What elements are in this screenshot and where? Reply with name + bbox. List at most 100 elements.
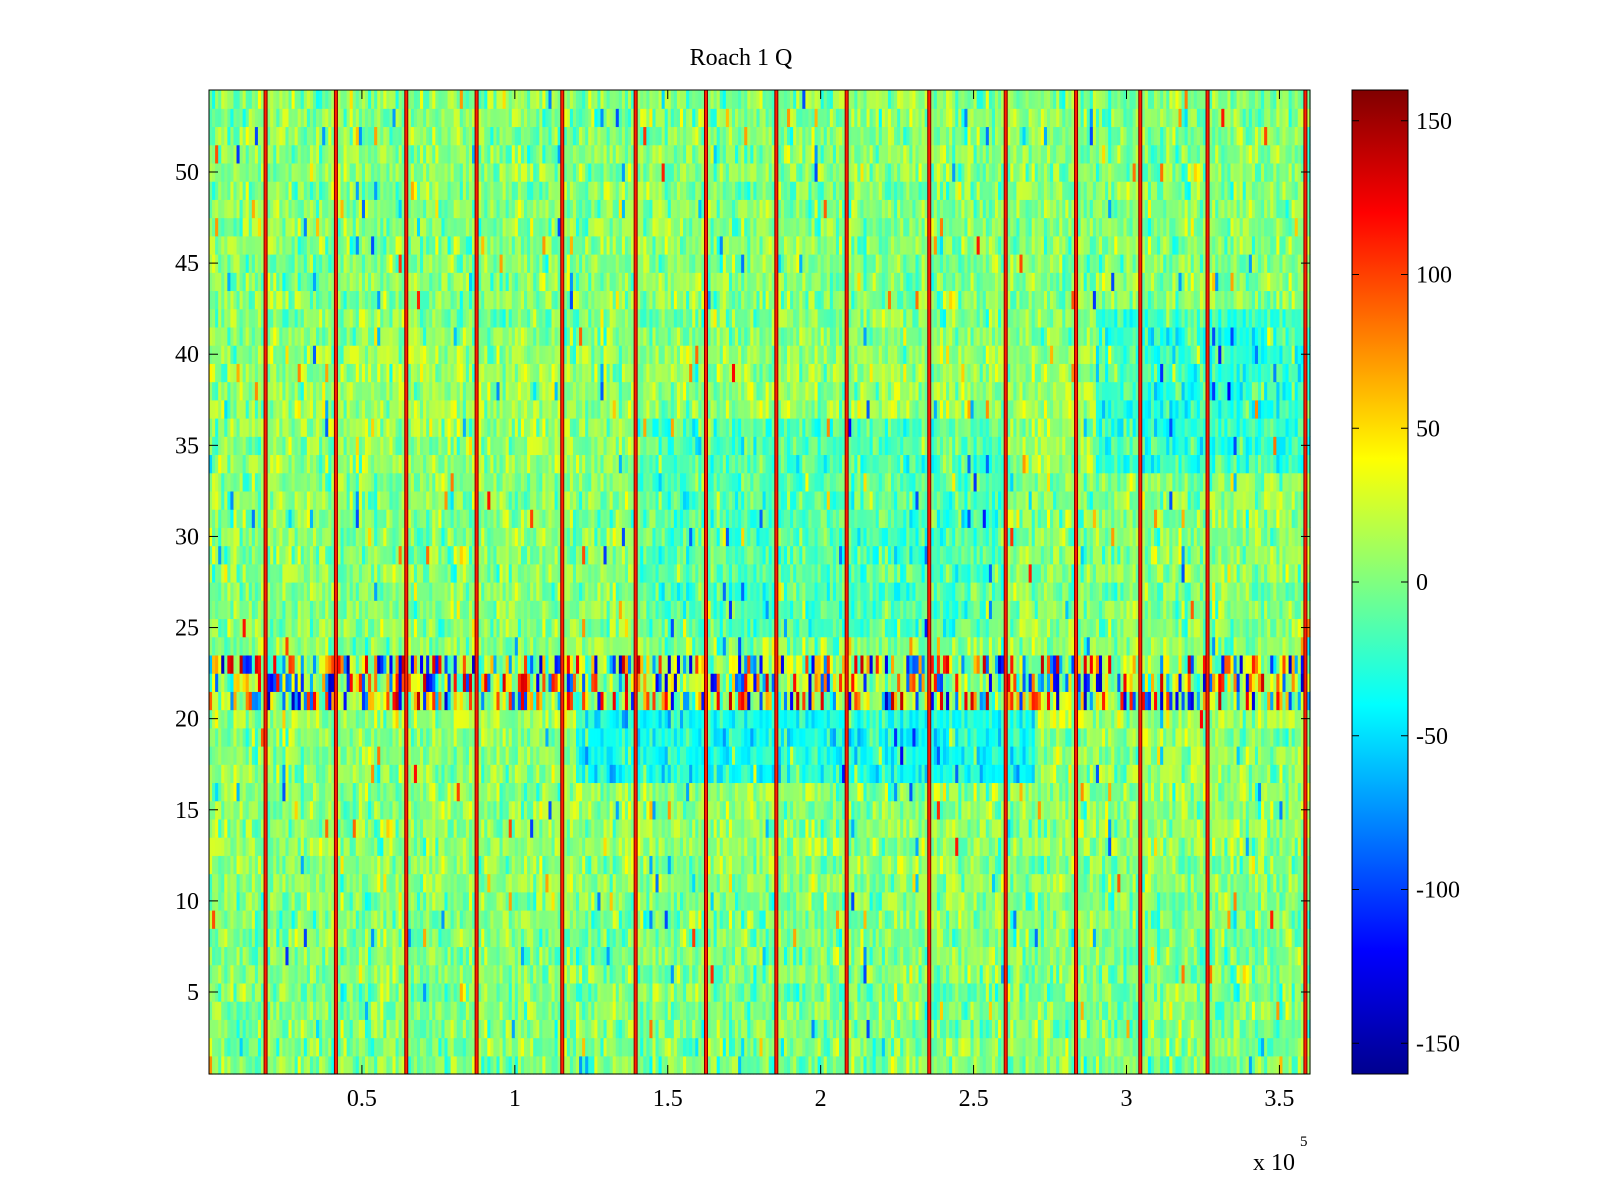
heatmap-cell — [416, 946, 421, 966]
heatmap-cell — [294, 946, 299, 966]
heatmap-cell — [1166, 982, 1170, 1002]
heatmap-cell — [857, 891, 862, 911]
heatmap-cell — [346, 891, 351, 911]
heatmap-cell — [462, 946, 467, 966]
heatmap-cell — [835, 982, 840, 1002]
heatmap-cell — [524, 1055, 528, 1075]
heatmap-cell — [1123, 855, 1128, 875]
heatmap-cell — [1248, 982, 1253, 1002]
heatmap-cell — [1163, 946, 1167, 966]
heatmap-cell — [346, 1037, 351, 1057]
heatmap-cell — [713, 928, 718, 948]
heatmap-cell — [1190, 982, 1195, 1002]
heatmap-cell — [1016, 891, 1021, 911]
heatmap-cell — [689, 873, 693, 893]
heatmap-cell — [444, 1019, 449, 1039]
heatmap-cell — [1157, 1019, 1161, 1039]
heatmap-cell — [631, 1001, 635, 1020]
heatmap-cell — [551, 982, 556, 1002]
heatmap-cell — [976, 946, 981, 966]
heatmap-cell — [716, 946, 721, 966]
heatmap-cell — [294, 837, 299, 856]
heatmap-cell — [710, 928, 715, 948]
heatmap-cell — [903, 818, 907, 838]
heatmap-cell — [1037, 946, 1042, 966]
heatmap-cell — [915, 837, 920, 856]
heatmap-cell — [750, 982, 754, 1002]
heatmap-cell — [735, 837, 739, 856]
heatmap-cell — [502, 964, 507, 984]
heatmap-cell — [842, 818, 846, 838]
heatmap-cell — [906, 873, 910, 893]
heatmap-cell — [710, 964, 715, 984]
heatmap-cell — [887, 1037, 892, 1057]
heatmap-cell — [481, 855, 485, 875]
heatmap-cell — [1218, 982, 1222, 1002]
heatmap-cell — [689, 837, 693, 856]
heatmap-cell — [346, 928, 351, 948]
heatmap-cell — [915, 855, 920, 875]
heatmap-cell — [536, 928, 540, 948]
heatmap-cell — [609, 910, 614, 929]
heatmap-cell — [1132, 910, 1137, 929]
heatmap-cell — [224, 910, 228, 929]
heatmap-cell — [1114, 873, 1118, 893]
heatmap-cell — [468, 855, 473, 875]
heatmap-cell — [1025, 837, 1030, 856]
heatmap-cell — [860, 818, 865, 838]
heatmap-cell — [698, 982, 702, 1002]
heatmap-cell — [355, 964, 360, 984]
heatmap-cell — [291, 1037, 296, 1057]
heatmap-cell — [319, 818, 323, 838]
heatmap-cell — [1089, 1037, 1094, 1057]
heatmap-cell — [756, 873, 761, 893]
heatmap-cell — [1258, 891, 1262, 911]
heatmap-cell — [1175, 910, 1180, 929]
heatmap-cell — [533, 855, 537, 875]
heatmap-cell — [943, 855, 947, 875]
heatmap-cell — [395, 1001, 400, 1020]
heatmap-cell — [1224, 1037, 1229, 1057]
heatmap-cell — [276, 964, 280, 984]
heatmap-cell — [218, 1037, 222, 1057]
heatmap-cell — [722, 818, 727, 838]
heatmap-cell — [722, 964, 727, 984]
heatmap-cell — [312, 1037, 317, 1057]
heatmap-cell — [783, 855, 788, 875]
heatmap-cell — [337, 928, 342, 948]
heatmap-cell — [988, 1055, 993, 1075]
heatmap-cell — [316, 1055, 320, 1075]
heatmap-cell — [640, 873, 644, 893]
heatmap-cell — [811, 1037, 816, 1057]
heatmap-cell — [698, 873, 702, 893]
heatmap-cell — [1230, 1001, 1235, 1020]
heatmap-cell — [496, 1001, 501, 1020]
heatmap-cell — [563, 818, 568, 838]
heatmap-cell — [918, 891, 923, 911]
heatmap-cell — [450, 964, 455, 984]
heatmap-cell — [380, 928, 384, 948]
heatmap-cell — [771, 837, 776, 856]
heatmap-cell — [392, 928, 397, 948]
heatmap-cell — [257, 946, 262, 966]
heatmap-cell — [808, 928, 813, 948]
heatmap-cell — [698, 1001, 702, 1020]
heatmap-cell — [903, 946, 907, 966]
heatmap-cell — [805, 910, 810, 929]
heatmap-cell — [713, 837, 718, 856]
heatmap-cell — [1037, 982, 1042, 1002]
heatmap-cell — [1196, 928, 1201, 948]
heatmap-cell — [1117, 1055, 1121, 1075]
heatmap-cell — [768, 891, 773, 911]
heatmap-cell — [1169, 837, 1173, 856]
heatmap-cell — [826, 982, 831, 1002]
heatmap-cell — [374, 818, 378, 838]
heatmap-cell — [1242, 982, 1247, 1002]
heatmap-cell — [585, 855, 589, 875]
heatmap-cell — [1123, 873, 1128, 893]
heatmap-cell — [805, 1019, 810, 1039]
heatmap-cell — [796, 818, 800, 838]
heatmap-cell — [832, 1019, 837, 1039]
heatmap-cell — [1068, 928, 1073, 948]
heatmap-cell — [1001, 837, 1005, 856]
